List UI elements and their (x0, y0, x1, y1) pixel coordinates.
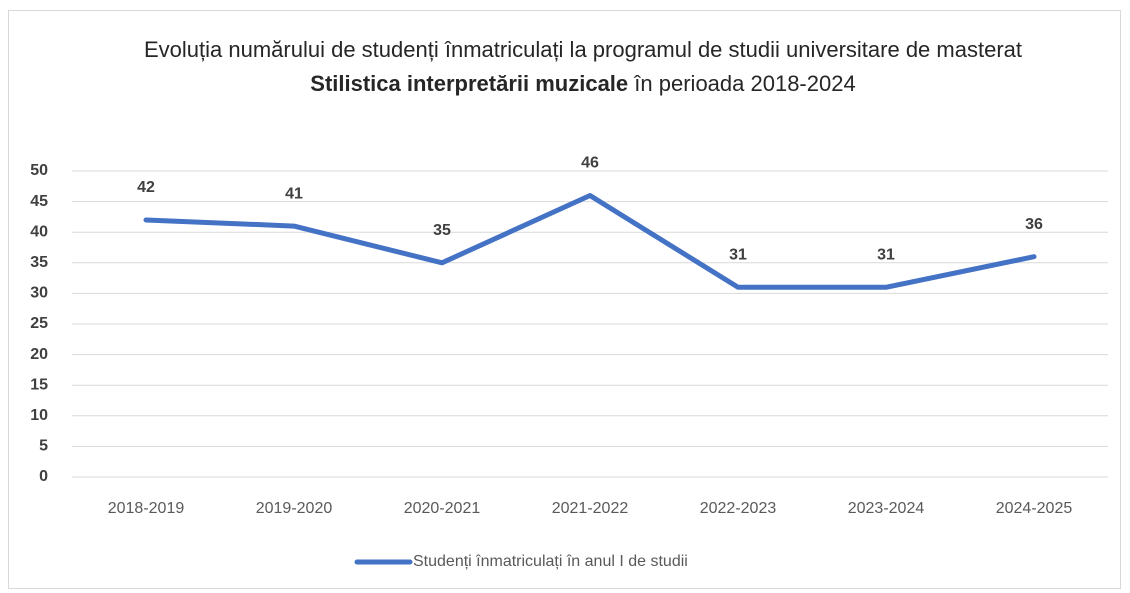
x-tick-label: 2024-2025 (996, 500, 1073, 517)
x-tick-label: 2021-2022 (552, 500, 629, 517)
y-tick-label: 45 (30, 193, 48, 210)
x-tick-label: 2019-2020 (256, 500, 333, 517)
title-part: Evoluția numărului de studenți înmatricu… (144, 37, 1022, 62)
y-tick-label: 25 (30, 315, 48, 332)
x-tick-label: 2022-2023 (700, 500, 777, 517)
y-tick-label: 40 (30, 223, 48, 240)
y-tick-label: 15 (30, 376, 48, 393)
y-tick-label: 50 (30, 162, 48, 179)
title-bold: Stilistica interpretării muzicale (310, 71, 629, 96)
y-tick-label: 35 (30, 254, 48, 271)
y-tick-label: 0 (39, 468, 48, 485)
data-label: 35 (433, 222, 451, 239)
data-label: 31 (729, 246, 747, 263)
data-label: 46 (581, 155, 599, 172)
x-tick-label: 2020-2021 (404, 500, 481, 517)
x-tick-label: 2023-2024 (848, 500, 925, 517)
line (143, 192, 1037, 290)
data-label: 31 (877, 246, 895, 263)
title-part: în perioada 2018-2024 (634, 71, 856, 96)
y-tick-label: 20 (30, 346, 48, 363)
y-tick-label: 30 (30, 285, 48, 302)
data-label: 42 (137, 179, 155, 196)
data-label: 41 (285, 185, 303, 202)
chart-frame (8, 10, 1121, 589)
data-label: 36 (1025, 216, 1043, 233)
legend-label: Studenți înmatriculați în anul I de stud… (413, 553, 688, 570)
chart-title: Evoluția numărului de studenți înmatricu… (118, 33, 1048, 101)
y-tick-label: 5 (39, 438, 48, 455)
x-tick-label: 2018-2019 (108, 500, 185, 517)
y-tick-label: 10 (30, 407, 48, 424)
